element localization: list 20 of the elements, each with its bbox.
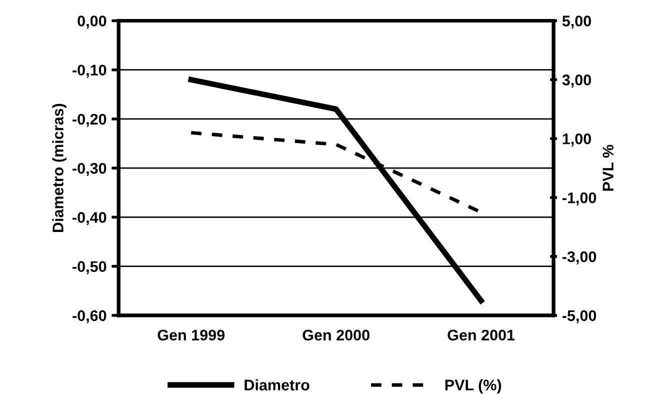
x-tick-label: Gen 2001 xyxy=(448,330,515,341)
y2-tick-label: 3,00 xyxy=(562,74,591,88)
legend-label: Diametro xyxy=(244,379,310,390)
y2-tick-label: -3,00 xyxy=(562,251,596,264)
y-tick-label: -0,60 xyxy=(72,310,106,324)
y2-tick-label: 1,00 xyxy=(562,133,591,147)
y-tick-label: -0,10 xyxy=(72,64,106,78)
y2-axis-title: PVL % xyxy=(602,144,614,191)
y-tick-label: 0,00 xyxy=(78,16,106,29)
y-tick-label: -0,40 xyxy=(72,212,106,226)
y2-tick-label: 5,00 xyxy=(562,16,591,29)
y-tick-label: -0,50 xyxy=(72,261,106,274)
y2-tick-label: -1,00 xyxy=(562,192,596,206)
y-tick-label: -0,20 xyxy=(72,114,106,127)
y-tick-label: -0,30 xyxy=(72,162,106,176)
x-tick-label: Gen 1999 xyxy=(158,330,225,341)
legend-label: PVL (%) xyxy=(445,379,502,394)
x-tick-label: Gen 2000 xyxy=(302,330,370,341)
y2-tick-label: -5,00 xyxy=(562,310,596,324)
y-axis-title: Diametro (micras) xyxy=(52,104,66,232)
